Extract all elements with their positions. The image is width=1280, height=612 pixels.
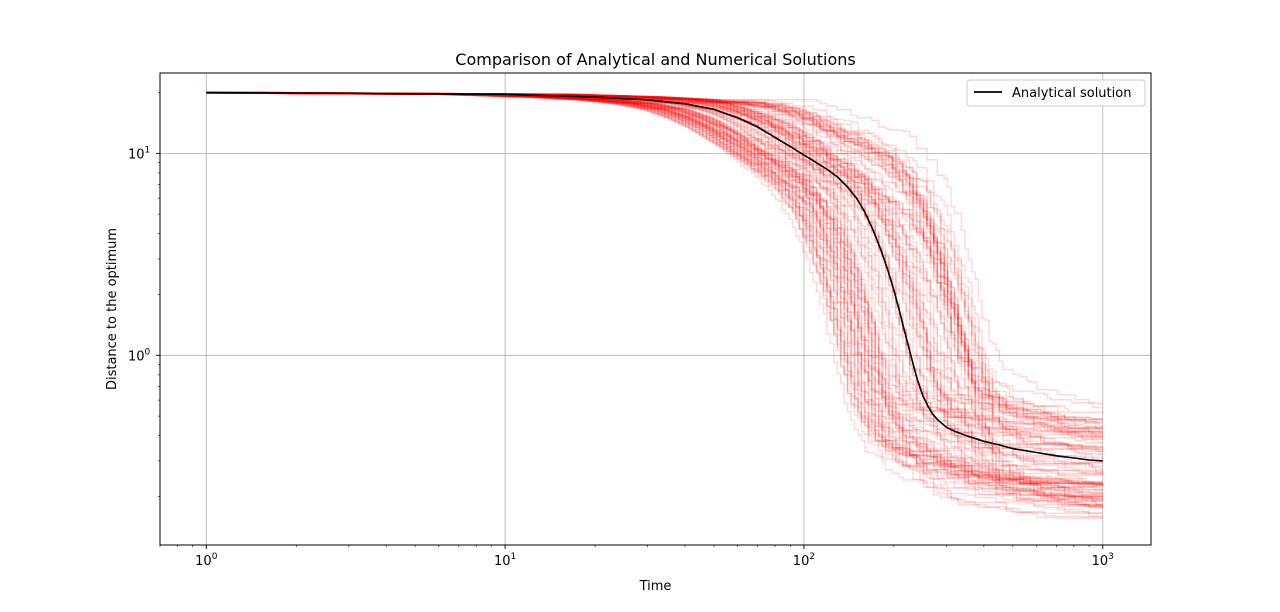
x-axis-label: Time — [639, 579, 672, 594]
x-tick-label-base: 10 — [793, 554, 810, 569]
x-tick-label-exponent: 3 — [1108, 552, 1114, 562]
y-tick-label: 101 — [128, 145, 150, 162]
y-tick-label-base: 10 — [128, 147, 145, 162]
x-tick-label: 102 — [793, 552, 815, 569]
x-tick-label-exponent: 1 — [511, 552, 517, 562]
y-tick-label: 100 — [128, 347, 151, 364]
y-axis-label: Distance to the optimum — [105, 228, 120, 390]
legend-box — [966, 79, 1146, 107]
y-tick-label-exponent: 1 — [145, 145, 151, 155]
x-axis: 100 101 102 103 — [159, 545, 1114, 569]
chart-title: Comparison of Analytical and Numerical S… — [455, 50, 855, 69]
x-tick-label-base: 10 — [195, 554, 212, 569]
analytical-solution-line — [206, 91, 1103, 462]
y-tick-label-exponent: 0 — [145, 347, 151, 357]
grid-lines — [160, 73, 1151, 545]
x-tick-label: 101 — [494, 552, 516, 569]
x-tick-label-base: 10 — [494, 554, 511, 569]
x-tick-label-base: 10 — [1092, 554, 1109, 569]
x-tick-label-exponent: 0 — [212, 552, 218, 562]
legend: Analytical solution — [966, 79, 1146, 107]
y-tick-label-base: 10 — [128, 349, 145, 364]
analytical-series — [206, 91, 1103, 462]
x-tick-label: 100 — [195, 552, 218, 569]
plot-frame — [159, 72, 1152, 546]
legend-analytical-label: Analytical solution — [1012, 86, 1131, 101]
x-tick-label: 103 — [1092, 552, 1114, 569]
x-tick-label-exponent: 2 — [809, 552, 815, 562]
